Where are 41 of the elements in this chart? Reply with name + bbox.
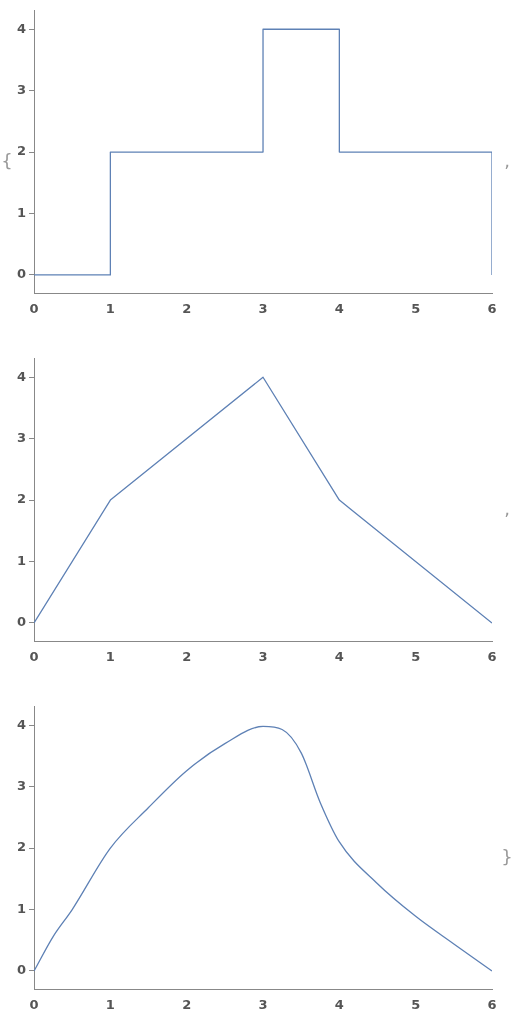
y-tick-label: 0 xyxy=(17,614,27,630)
x-tick-label: 6 xyxy=(487,648,497,664)
x-tick-label: 3 xyxy=(258,300,268,316)
y-tick-label: 3 xyxy=(17,82,27,98)
text: , xyxy=(504,497,510,519)
x-tick-label: 5 xyxy=(411,300,421,316)
y-tick-label: 4 xyxy=(17,20,27,36)
y-tick-label: 0 xyxy=(17,962,27,978)
y-tick-label: 1 xyxy=(17,204,27,220)
y-tick-label: 2 xyxy=(17,491,27,507)
x-tick-label: 2 xyxy=(182,300,192,316)
x-tick-label: 6 xyxy=(487,996,497,1012)
x-tick-label: 0 xyxy=(29,996,39,1012)
y-tick-label: 2 xyxy=(17,839,27,855)
text: } xyxy=(501,845,513,867)
x-tick-label: 1 xyxy=(105,300,115,316)
x-tick-label: 2 xyxy=(182,648,192,664)
x-tick-label: 0 xyxy=(29,300,39,316)
y-tick-label: 3 xyxy=(17,430,27,446)
x-tick-label: 1 xyxy=(105,996,115,1012)
x-tick-label: 5 xyxy=(411,648,421,664)
text: { xyxy=(1,149,13,171)
x-tick-label: 3 xyxy=(258,648,268,664)
x-tick-label: 0 xyxy=(29,648,39,664)
y-tick-label: 0 xyxy=(17,266,27,282)
y-tick-label: 2 xyxy=(17,143,27,159)
y-tick-label: 4 xyxy=(17,368,27,384)
text: , xyxy=(504,149,510,171)
x-tick-label: 4 xyxy=(334,648,344,664)
y-tick-label: 4 xyxy=(17,716,27,732)
x-tick-label: 1 xyxy=(105,648,115,664)
x-tick-label: 3 xyxy=(258,996,268,1012)
line-series xyxy=(34,725,492,972)
y-tick-label: 1 xyxy=(17,552,27,568)
x-tick-label: 2 xyxy=(182,996,192,1012)
x-tick-label: 4 xyxy=(334,996,344,1012)
y-tick-label: 3 xyxy=(17,778,27,794)
y-tick-label: 1 xyxy=(17,900,27,916)
x-tick-label: 5 xyxy=(411,996,421,1012)
x-tick-label: 4 xyxy=(334,300,344,316)
x-tick-label: 6 xyxy=(487,300,497,316)
